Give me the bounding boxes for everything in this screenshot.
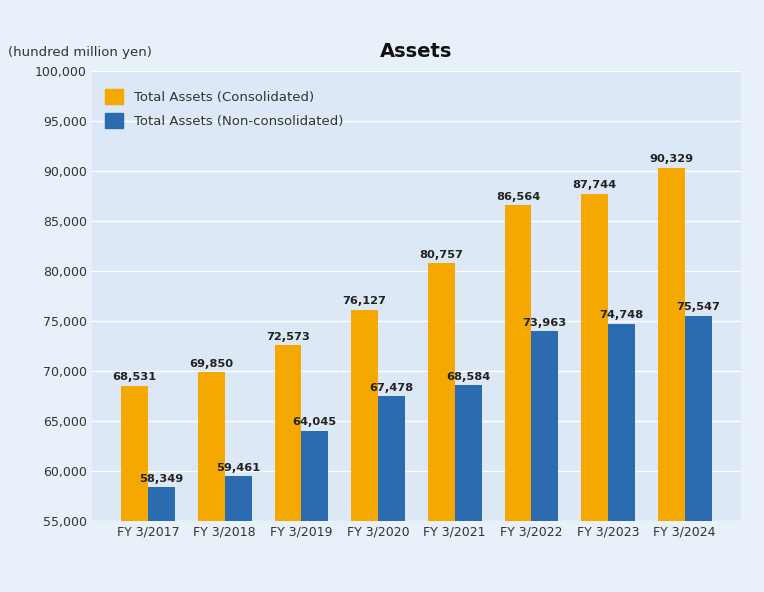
Bar xyxy=(378,396,405,592)
Text: 69,850: 69,850 xyxy=(189,359,233,369)
Text: 68,584: 68,584 xyxy=(446,372,490,382)
Bar xyxy=(455,385,481,592)
Bar xyxy=(428,263,455,592)
Text: 67,478: 67,478 xyxy=(370,382,413,392)
Text: 74,748: 74,748 xyxy=(600,310,643,320)
Bar xyxy=(225,477,251,592)
Title: Assets: Assets xyxy=(380,42,452,61)
Text: 87,744: 87,744 xyxy=(572,180,617,190)
Text: 68,531: 68,531 xyxy=(112,372,157,382)
Text: (hundred million yen): (hundred million yen) xyxy=(8,46,151,59)
Bar xyxy=(148,487,175,592)
Text: 80,757: 80,757 xyxy=(419,250,463,260)
Bar xyxy=(608,323,635,592)
Text: 64,045: 64,045 xyxy=(293,417,337,427)
Text: 86,564: 86,564 xyxy=(496,192,540,202)
Bar xyxy=(121,385,148,592)
Text: 73,963: 73,963 xyxy=(523,318,567,328)
Bar xyxy=(581,194,608,592)
Bar xyxy=(301,430,329,592)
Bar xyxy=(532,332,558,592)
Bar xyxy=(274,345,301,592)
Text: 72,573: 72,573 xyxy=(266,332,310,342)
Bar xyxy=(658,168,685,592)
Bar xyxy=(198,372,225,592)
Bar xyxy=(351,310,378,592)
Text: 75,547: 75,547 xyxy=(676,302,720,312)
Text: 90,329: 90,329 xyxy=(649,154,694,164)
Legend: Total Assets (Consolidated), Total Assets (Non-consolidated): Total Assets (Consolidated), Total Asset… xyxy=(99,82,350,135)
Text: 76,127: 76,127 xyxy=(343,296,387,306)
Bar xyxy=(685,316,711,592)
Text: 59,461: 59,461 xyxy=(216,463,261,473)
Text: 58,349: 58,349 xyxy=(139,474,183,484)
Bar xyxy=(504,205,532,592)
